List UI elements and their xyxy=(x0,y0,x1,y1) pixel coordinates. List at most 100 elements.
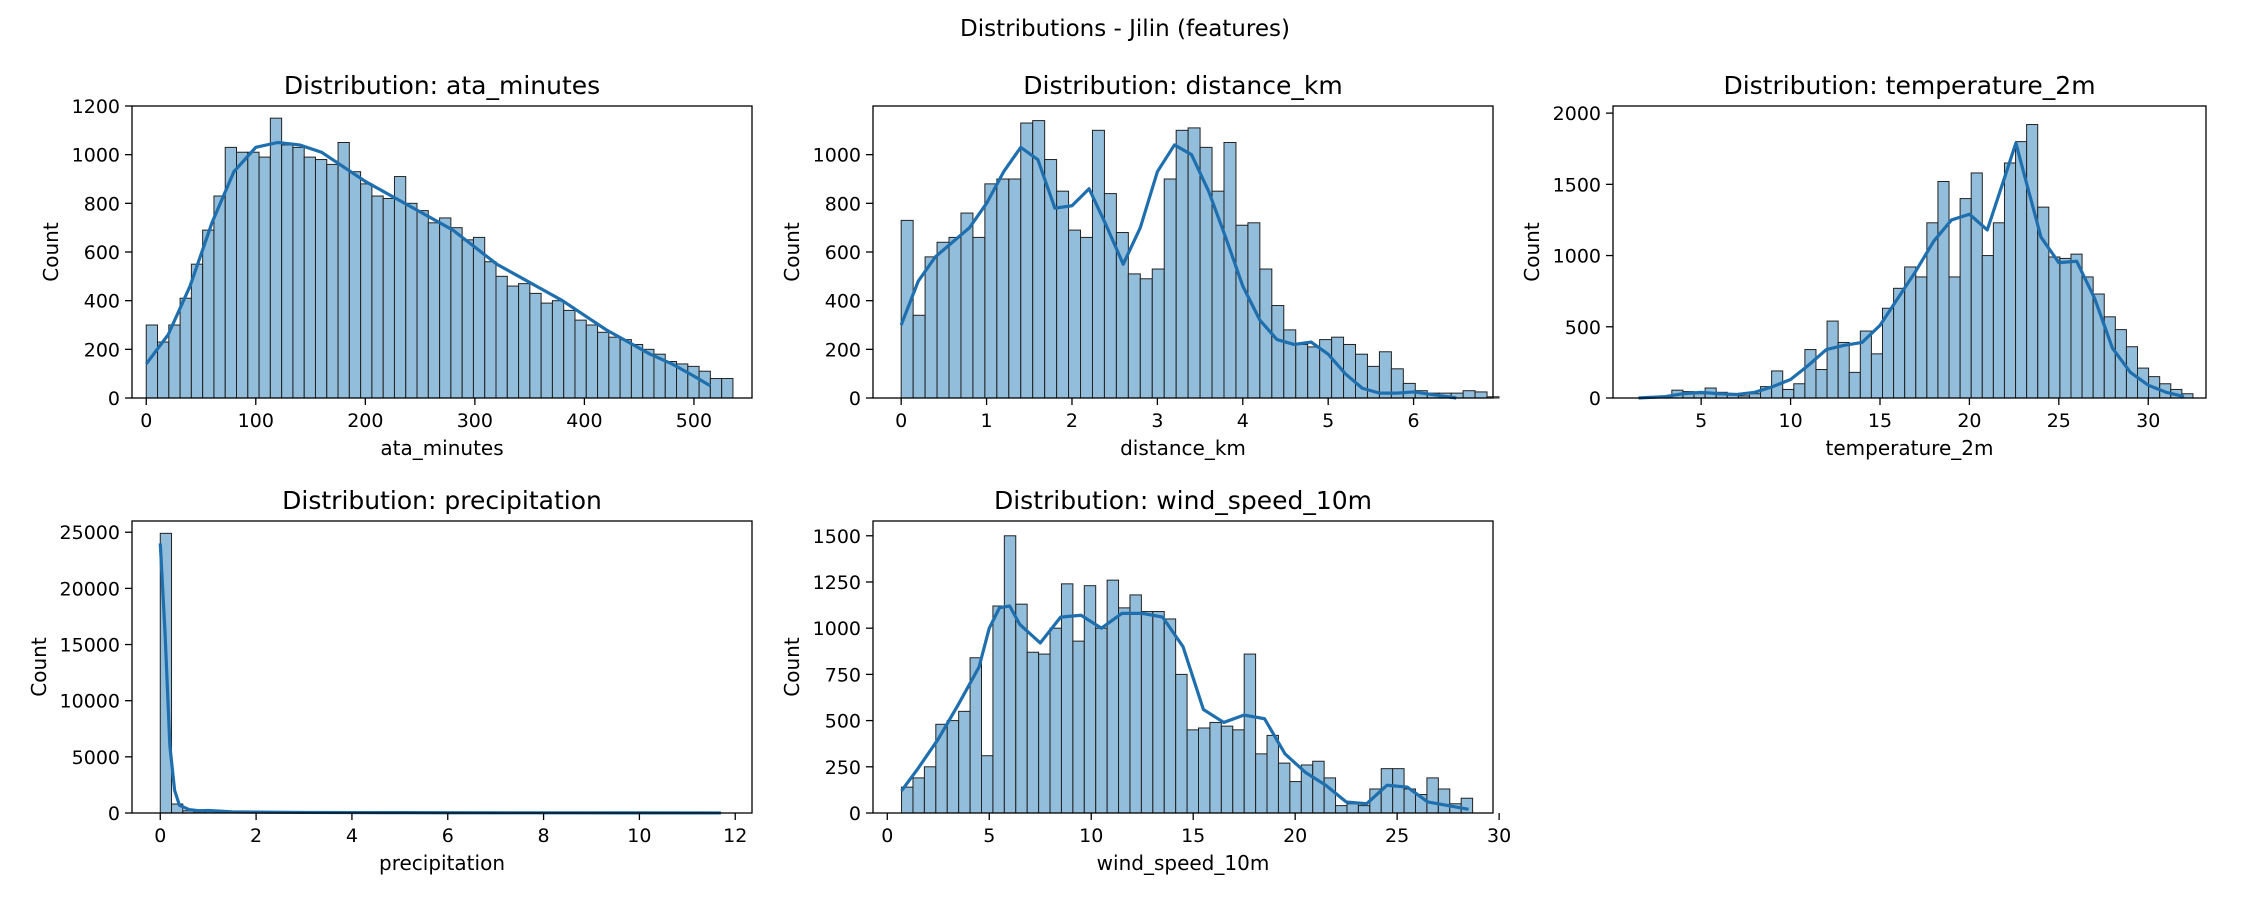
y-axis-label: Count xyxy=(27,637,51,697)
histogram-bar xyxy=(1020,122,1034,399)
x-tick-label: 6 xyxy=(1408,410,1420,432)
histogram-bar xyxy=(1848,371,1861,399)
histogram-bar xyxy=(1175,129,1189,399)
histogram-bar xyxy=(1271,305,1285,399)
histogram-bars xyxy=(1638,124,2194,399)
x-axis-label: ata_minutes xyxy=(380,436,503,460)
histogram-bar xyxy=(1793,383,1806,399)
histogram-bar xyxy=(236,151,249,399)
y-tick-label: 600 xyxy=(825,242,861,264)
histogram-bar xyxy=(1870,353,1884,399)
kde-curve xyxy=(900,604,1469,811)
histogram-bar xyxy=(1223,142,1237,399)
histogram-bar xyxy=(912,314,926,399)
histogram-bar xyxy=(1091,129,1105,399)
histogram-bars xyxy=(900,120,1500,399)
y-tick-label: 600 xyxy=(84,242,120,264)
histogram-bar xyxy=(1981,255,1994,399)
histogram-bar xyxy=(551,300,565,399)
y-tick-label: 5000 xyxy=(72,747,120,769)
histogram-bar xyxy=(348,171,362,399)
histogram-bar xyxy=(1235,224,1249,399)
kde-curve xyxy=(144,140,712,388)
histogram-bar xyxy=(1970,172,1983,399)
y-tick-label: 0 xyxy=(108,803,120,825)
histogram-bar xyxy=(1307,346,1321,399)
x-tick-label: 5 xyxy=(1695,410,1707,432)
x-tick-label: 12 xyxy=(723,825,747,847)
histogram-bar xyxy=(1992,222,2005,399)
axes-frame xyxy=(1612,105,2207,399)
x-axis-ticks: 0 5 10 15 20 25 30 xyxy=(881,813,1511,847)
kde-curve xyxy=(1638,141,2185,400)
x-tick-label: 2 xyxy=(1066,410,1078,432)
y-axis-ticks: 0 200 400 600 800 1000 xyxy=(813,145,873,410)
histogram-bar xyxy=(382,197,395,399)
histogram-bar xyxy=(1186,729,1199,814)
histogram-bar xyxy=(326,163,339,399)
histogram-bar xyxy=(946,720,960,814)
histogram-bar xyxy=(416,210,429,399)
histogram-bar xyxy=(1129,594,1142,814)
histogram-bar xyxy=(1152,611,1165,814)
histogram-bar xyxy=(687,365,700,399)
histogram-bar xyxy=(518,283,531,399)
x-axis-label: precipitation xyxy=(379,851,505,875)
histogram-bar xyxy=(2070,253,2083,399)
x-tick-label: 15 xyxy=(1868,410,1892,432)
histogram-bars xyxy=(159,532,724,814)
subplot-title: Distribution: ata_minutes xyxy=(284,71,600,100)
y-tick-label: 25000 xyxy=(60,522,120,544)
y-axis-ticks: 0 200 400 600 800 1000 1200 xyxy=(72,96,132,410)
histogram-bar xyxy=(924,256,938,399)
histogram-bar xyxy=(393,176,407,399)
y-tick-label: 200 xyxy=(84,339,120,361)
histogram-bar xyxy=(1474,391,1488,399)
x-tick-label: 300 xyxy=(457,410,493,432)
histogram-bar xyxy=(1255,753,1268,814)
histogram-bars xyxy=(145,117,734,399)
histogram-bar xyxy=(1220,725,1234,814)
histogram-bar xyxy=(1355,353,1368,399)
histogram-bar xyxy=(168,324,181,399)
histogram-bar xyxy=(981,755,994,814)
histogram-bar xyxy=(1015,603,1028,814)
y-axis-label: Count xyxy=(1520,222,1544,282)
histogram-bar xyxy=(1804,349,1817,399)
x-tick-label: 25 xyxy=(2047,410,2071,432)
histogram-bar xyxy=(1163,178,1177,399)
histogram-bar xyxy=(1232,729,1245,814)
y-tick-label: 1000 xyxy=(72,145,120,167)
x-tick-label: 3 xyxy=(1151,410,1163,432)
histogram-bar xyxy=(258,156,271,399)
histogram-bar xyxy=(630,343,644,399)
x-tick-label: 15 xyxy=(1181,825,1205,847)
histogram-bar xyxy=(2026,124,2039,399)
subplot-wind_speed_10m: Distribution: wind_speed_10m 0 5 10 15 20 25 30… xyxy=(780,486,1511,875)
y-tick-label: 20000 xyxy=(60,578,120,600)
histogram-bar xyxy=(1026,651,1040,814)
histogram-bar xyxy=(1163,618,1177,814)
histogram-bar xyxy=(1462,390,1476,399)
histogram-bar xyxy=(1127,273,1141,399)
y-tick-label: 2000 xyxy=(1553,103,1601,125)
histogram-bar xyxy=(484,261,497,399)
histogram-bar xyxy=(960,212,974,399)
histogram-bar xyxy=(563,309,576,399)
histogram-bar xyxy=(1003,535,1017,814)
kde-curve xyxy=(158,543,721,815)
y-axis-label: Count xyxy=(39,222,63,282)
histogram-bar xyxy=(1335,805,1348,814)
histogram-bar xyxy=(1283,329,1297,399)
x-tick-label: 20 xyxy=(1957,410,1981,432)
histogram-bar xyxy=(1815,369,1828,399)
histogram-bar xyxy=(1008,178,1022,399)
histogram-bar xyxy=(1211,190,1225,399)
y-axis-ticks: 0 5000 10000 15000 20000 25000 xyxy=(60,522,132,825)
x-tick-label: 20 xyxy=(1283,825,1307,847)
x-tick-label: 30 xyxy=(2136,410,2160,432)
y-tick-label: 1200 xyxy=(72,96,120,118)
y-tick-label: 400 xyxy=(825,291,861,313)
histogram-bar xyxy=(269,117,283,399)
figure-title: Distributions - Jilin (features) xyxy=(960,16,1290,42)
